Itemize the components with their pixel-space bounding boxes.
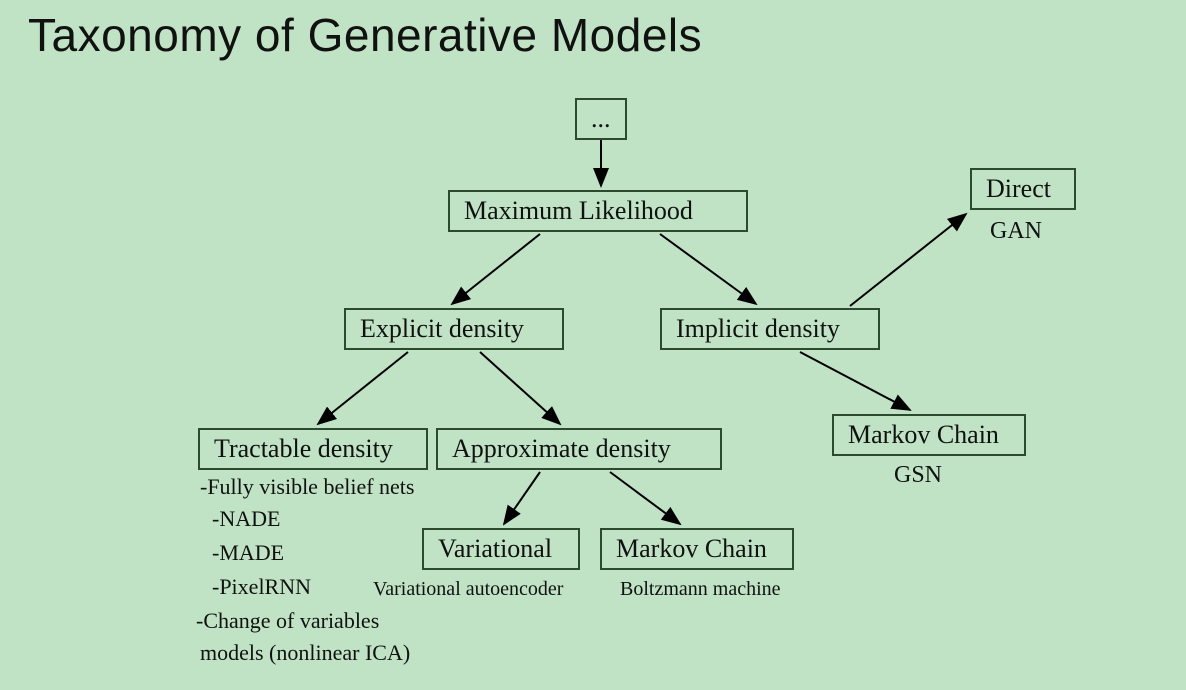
node-explicit: Explicit density	[344, 308, 564, 350]
edge-maxlik-implicit	[660, 234, 756, 304]
node-markov1: Markov Chain	[600, 528, 794, 570]
edge-approx-variational	[504, 472, 540, 524]
edge-implicit-direct	[850, 214, 966, 306]
sublabel-vae: Variational autoencoder	[373, 578, 563, 601]
list-item-3: -PixelRNN	[212, 574, 311, 600]
edge-implicit-markov2	[800, 352, 910, 410]
node-maxlik: Maximum Likelihood	[448, 190, 748, 232]
list-item-5: models (nonlinear ICA)	[200, 640, 410, 666]
edge-explicit-approx	[480, 352, 560, 424]
node-implicit: Implicit density	[660, 308, 880, 350]
sublabel-bm: Boltzmann machine	[620, 578, 781, 601]
sublabel-gan: GAN	[990, 218, 1042, 245]
list-item-1: -NADE	[212, 506, 280, 532]
node-root: ...	[575, 98, 627, 140]
edge-maxlik-explicit	[452, 234, 540, 304]
node-markov2: Markov Chain	[832, 414, 1026, 456]
edge-approx-markov1	[610, 472, 680, 524]
node-tractable: Tractable density	[198, 428, 428, 470]
slide-stage: Taxonomy of Generative Models ... Maximum…	[0, 0, 1186, 690]
list-item-2: -MADE	[212, 540, 284, 566]
node-approx: Approximate density	[436, 428, 722, 470]
slide-title: Taxonomy of Generative Models	[28, 8, 702, 62]
sublabel-gsn: GSN	[894, 462, 942, 489]
node-variational: Variational	[422, 528, 580, 570]
list-item-4: -Change of variables	[196, 608, 379, 634]
edge-explicit-tractable	[318, 352, 408, 424]
node-direct: Direct	[970, 168, 1076, 210]
list-item-0: -Fully visible belief nets	[200, 474, 414, 500]
